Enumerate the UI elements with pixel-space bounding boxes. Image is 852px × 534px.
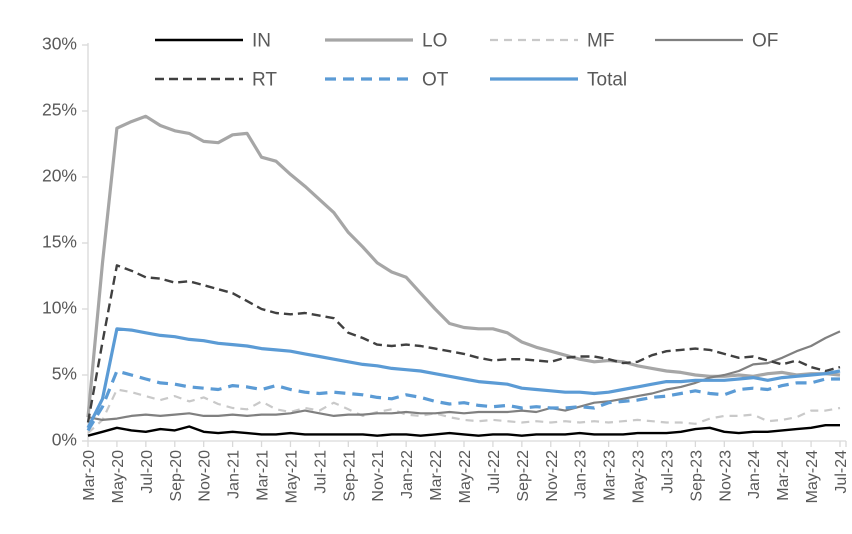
x-tick-label: Sep-23 bbox=[688, 450, 705, 502]
x-tick-label: Mar-21 bbox=[255, 450, 272, 501]
x-tick-label: Jul-21 bbox=[312, 450, 329, 494]
legend-label-of: OF bbox=[752, 31, 778, 52]
series-line-lo bbox=[86, 114, 841, 418]
series-line-mf bbox=[87, 388, 841, 434]
series-line-ot bbox=[86, 369, 840, 432]
legend-label-rt: RT bbox=[252, 70, 277, 91]
legend-entry-rt: RT bbox=[155, 70, 277, 91]
y-tick-label: 15% bbox=[42, 232, 77, 252]
series-line-total bbox=[86, 327, 841, 429]
x-tick-label: May-23 bbox=[631, 450, 648, 503]
legend-label-mf: MF bbox=[587, 31, 614, 52]
y-tick-label: 10% bbox=[42, 298, 77, 318]
x-tick-label: May-20 bbox=[110, 450, 127, 503]
legend-label-in: IN bbox=[252, 31, 271, 52]
legend-entry-mf: MF bbox=[490, 31, 614, 52]
y-tick-label: 20% bbox=[42, 166, 77, 186]
x-tick-label: Jul-20 bbox=[139, 450, 156, 494]
series-line-in bbox=[87, 424, 840, 437]
legend-entry-of: OF bbox=[655, 31, 778, 52]
x-tick-label: Mar-22 bbox=[428, 450, 445, 501]
legend-entry-lo: LO bbox=[325, 31, 447, 52]
x-tick-label: Nov-21 bbox=[370, 450, 387, 502]
y-tick-label: 25% bbox=[42, 100, 77, 120]
legend-entry-in: IN bbox=[155, 31, 271, 52]
x-tick-label: Jul-22 bbox=[486, 450, 503, 494]
series-line-of bbox=[87, 330, 841, 421]
x-tick-label: Jan-23 bbox=[573, 450, 590, 499]
x-tick-label: Sep-22 bbox=[515, 450, 532, 502]
legend-label-ot: OT bbox=[422, 70, 449, 91]
x-tick-label: Jan-22 bbox=[399, 450, 416, 499]
x-tick-label: Sep-21 bbox=[341, 450, 358, 502]
y-tick-label: 0% bbox=[52, 430, 77, 450]
x-tick-label: Mar-20 bbox=[81, 450, 98, 501]
x-tick-label: Sep-20 bbox=[168, 450, 185, 502]
x-tick-label: Nov-20 bbox=[197, 450, 214, 502]
x-tick-label: May-24 bbox=[804, 450, 821, 503]
x-tick-label: Mar-24 bbox=[775, 450, 792, 501]
legend-entry-ot: OT bbox=[325, 70, 449, 91]
x-tick-label: Jan-21 bbox=[226, 450, 243, 499]
x-tick-label: Jul-24 bbox=[833, 450, 850, 494]
x-tick-label: Mar-23 bbox=[602, 450, 619, 501]
legend-label-total: Total bbox=[587, 70, 627, 91]
x-tick-label: May-21 bbox=[283, 450, 300, 503]
x-tick-label: May-22 bbox=[457, 450, 474, 503]
series-line-rt bbox=[86, 264, 841, 423]
legend-label-lo: LO bbox=[422, 31, 447, 52]
y-tick-label: 30% bbox=[42, 34, 77, 54]
legend-entry-total: Total bbox=[490, 70, 627, 91]
x-tick-label: Nov-23 bbox=[717, 450, 734, 502]
y-tick-label: 5% bbox=[52, 364, 77, 384]
x-tick-label: Jan-24 bbox=[746, 450, 763, 499]
x-tick-label: Nov-22 bbox=[544, 450, 561, 502]
x-tick-label: Jul-23 bbox=[659, 450, 676, 494]
